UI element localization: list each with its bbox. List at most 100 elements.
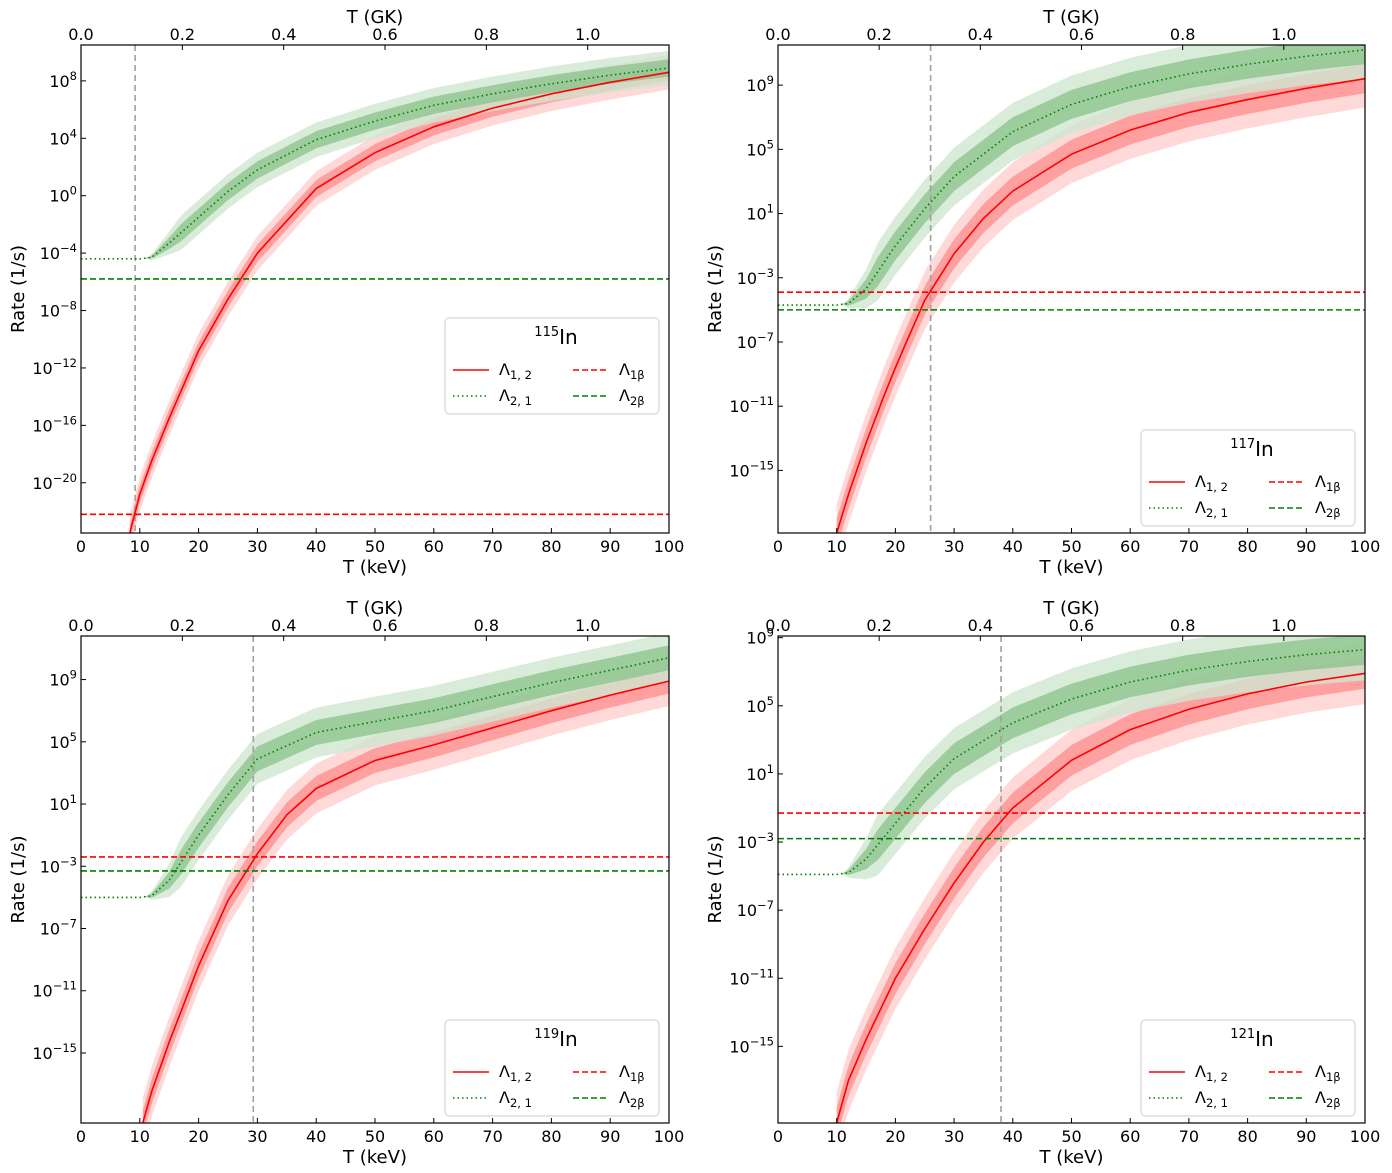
y-axis-label: Rate (1/s) xyxy=(8,836,29,924)
x2-tick-label: 0.8 xyxy=(1170,616,1195,635)
y-tick-label: 104 xyxy=(49,126,77,148)
legend-title: 121In xyxy=(1230,1027,1273,1051)
legend-title: 115In xyxy=(534,325,577,349)
x-tick-label: 20 xyxy=(188,1127,208,1146)
y-tick-label: 10−15 xyxy=(729,458,774,480)
y-tick-label: 10−15 xyxy=(32,1041,77,1063)
plot-area xyxy=(778,636,1365,1123)
legend-label: Λ1, 2 xyxy=(1195,472,1228,494)
x-tick-label: 20 xyxy=(885,537,905,556)
legend-label: Λ2β xyxy=(1315,1088,1341,1110)
x-axis-label: T (keV) xyxy=(342,557,407,578)
band-inner-red xyxy=(836,658,1365,1123)
x-tick-label: 80 xyxy=(1237,537,1257,556)
x2-tick-label: 0.8 xyxy=(474,25,499,44)
x-tick-label: 20 xyxy=(885,1127,905,1146)
x2-tick-label: 0.4 xyxy=(968,616,993,635)
x-tick-label: 70 xyxy=(482,1127,502,1146)
x-axis-label: T (keV) xyxy=(1039,557,1104,578)
x-tick-label: 50 xyxy=(1061,537,1081,556)
y-tick-label: 109 xyxy=(746,626,774,648)
x-tick-label: 10 xyxy=(130,1127,150,1146)
y-tick-label: 10−7 xyxy=(737,330,774,352)
band-inner-green xyxy=(81,645,669,898)
plot-area xyxy=(81,45,669,533)
x2-tick-label: 0.0 xyxy=(765,25,790,44)
x-tick-label: 0 xyxy=(773,537,783,556)
plot-area xyxy=(81,636,669,1123)
band-inner-red xyxy=(142,668,669,1123)
series-line-12 xyxy=(835,77,1365,533)
x-tick-label: 40 xyxy=(306,1127,326,1146)
legend-label: Λ1, 2 xyxy=(499,360,532,382)
x2-tick-label: 1.0 xyxy=(575,25,600,44)
y-axis-label: Rate (1/s) xyxy=(705,836,726,924)
y-axis-label: Rate (1/s) xyxy=(8,245,29,333)
band-inner-green xyxy=(778,45,1365,306)
x2-tick-label: 1.0 xyxy=(1271,616,1296,635)
legend-label: Λ1β xyxy=(619,360,645,382)
band-outer-red xyxy=(129,55,669,533)
x-tick-label: 90 xyxy=(1296,1127,1316,1146)
y-tick-label: 109 xyxy=(49,668,77,690)
x2-tick-label: 0.6 xyxy=(372,616,397,635)
series-line-21 xyxy=(81,67,669,260)
legend-label: Λ2, 1 xyxy=(1195,498,1228,520)
legend-title: 119In xyxy=(534,1027,577,1051)
x-tick-label: 10 xyxy=(827,537,847,556)
x-axis-label: T (keV) xyxy=(342,1147,407,1168)
x-tick-label: 30 xyxy=(944,537,964,556)
band-inner-green xyxy=(778,636,1365,876)
band-inner-green xyxy=(81,59,669,259)
y-tick-label: 101 xyxy=(746,202,774,224)
y-tick-label: 10−8 xyxy=(40,299,77,321)
x-tick-label: 60 xyxy=(1120,537,1140,556)
x-tick-label: 70 xyxy=(1179,537,1199,556)
x-tick-label: 80 xyxy=(541,1127,561,1146)
y-tick-label: 10−3 xyxy=(737,266,774,288)
y-tick-label: 10−11 xyxy=(32,979,77,1001)
x-tick-label: 50 xyxy=(1061,1127,1081,1146)
legend-label: Λ1, 2 xyxy=(499,1062,532,1084)
x2-tick-label: 0.8 xyxy=(1170,25,1195,44)
x2-axis-label: T (GK) xyxy=(1042,7,1100,28)
x-tick-label: 100 xyxy=(1350,1127,1381,1146)
legend-box xyxy=(1140,429,1356,527)
x2-tick-label: 0.2 xyxy=(170,25,195,44)
x-tick-label: 20 xyxy=(188,537,208,556)
legend-label: Λ2, 1 xyxy=(499,386,532,408)
legend-label: Λ1β xyxy=(619,1062,645,1084)
x-tick-label: 70 xyxy=(482,537,502,556)
y-tick-label: 10−12 xyxy=(32,356,77,378)
legend-box xyxy=(444,317,660,415)
x2-tick-label: 1.0 xyxy=(1271,25,1296,44)
x-tick-label: 40 xyxy=(1003,1127,1023,1146)
plot-area xyxy=(778,45,1365,533)
x2-tick-label: 0.6 xyxy=(1069,616,1094,635)
x-axis-label: T (keV) xyxy=(1039,1147,1104,1168)
x2-tick-label: 0.2 xyxy=(866,616,891,635)
y-tick-label: 100 xyxy=(49,184,77,206)
x2-tick-label: 0.4 xyxy=(271,616,296,635)
x2-tick-label: 0.6 xyxy=(1069,25,1094,44)
legend-label: Λ1β xyxy=(1315,1062,1341,1084)
x2-tick-label: 0.8 xyxy=(474,616,499,635)
x2-tick-label: 0.4 xyxy=(968,25,993,44)
series-line-12 xyxy=(835,672,1365,1123)
chart-panel-115: 0 10 20 30 40 50 60 70 80 90 100 T (keV) 0.0 0.2 0.4 0.… xyxy=(8,7,684,578)
chart-panel-121: 0 10 20 30 40 50 60 70 80 90 100 T (keV) 0.0 0.2 0.4 0.… xyxy=(705,598,1380,1168)
x2-tick-label: 0.2 xyxy=(170,616,195,635)
x2-axis-label: T (GK) xyxy=(346,598,404,619)
y-tick-label: 10−11 xyxy=(729,966,774,988)
legend-box xyxy=(1140,1019,1356,1117)
x-tick-label: 100 xyxy=(1350,537,1381,556)
x-tick-label: 90 xyxy=(1296,537,1316,556)
y-tick-label: 101 xyxy=(746,762,774,784)
legend-label: Λ2β xyxy=(619,1088,645,1110)
y-tick-label: 10−15 xyxy=(729,1034,774,1056)
x-tick-label: 30 xyxy=(944,1127,964,1146)
